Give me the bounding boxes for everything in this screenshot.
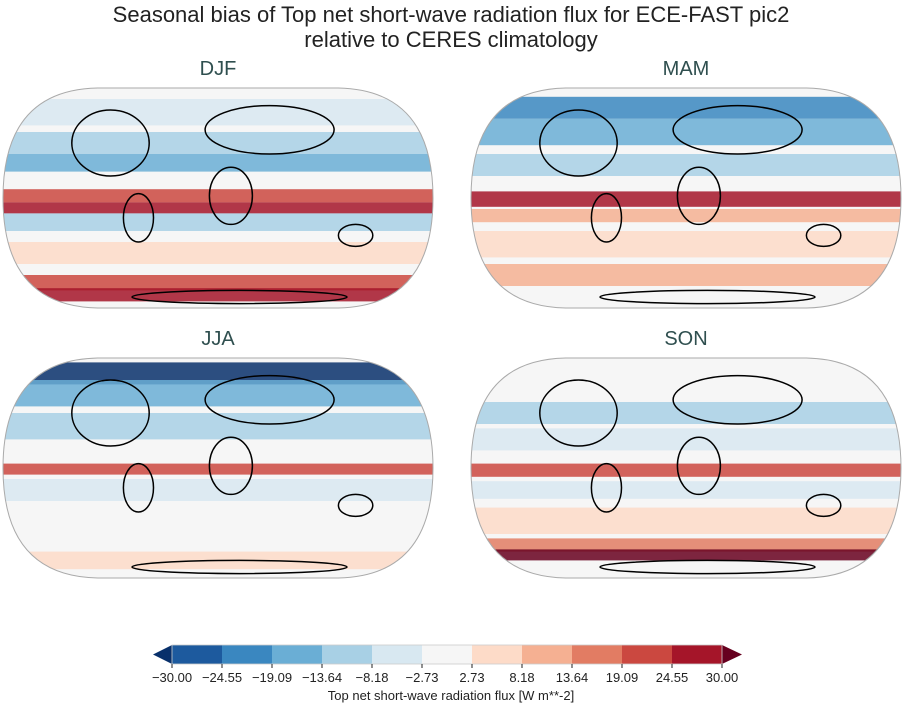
bias-band: [3, 362, 433, 385]
coastline: [122, 462, 155, 513]
colorbar-bin: [272, 645, 323, 664]
map-border: [470, 357, 902, 579]
map-border: [2, 87, 434, 309]
colorbar-tick-label: −2.73: [405, 670, 439, 685]
panel-title-mam: MAM: [662, 58, 710, 80]
map-border: [2, 357, 434, 579]
colorbar-bin: [672, 645, 723, 664]
coastline: [539, 109, 618, 177]
coastline: [71, 109, 150, 177]
colorbar-tick-label: 19.09: [605, 670, 639, 685]
bias-band: [3, 154, 433, 172]
colorbar-bin: [322, 645, 373, 664]
coastline: [672, 104, 803, 155]
bias-band: [3, 189, 433, 203]
colorbar-under-triangle: [153, 645, 172, 664]
coastline: [71, 379, 150, 447]
coastline: [204, 104, 335, 155]
coastline: [676, 436, 722, 496]
colorbar-bin: [222, 645, 273, 664]
bias-band: [471, 428, 901, 451]
colorbar-tick-label: 8.18: [509, 670, 535, 685]
colorbar-bin: [572, 645, 623, 664]
colorbar-tick-label: 30.00: [705, 670, 739, 685]
coastline: [599, 289, 816, 305]
bias-band: [471, 96, 901, 119]
figure-title-line1: Seasonal bias of Top net short-wave radi…: [112, 2, 790, 27]
bias-band: [471, 286, 901, 304]
bias-band: [471, 264, 901, 286]
panel-title-jja: JJA: [201, 328, 235, 350]
bias-band: [3, 380, 433, 407]
bias-band: [471, 209, 901, 223]
colorbar-bin: [522, 645, 573, 664]
colorbar-tick-label: −8.18: [355, 670, 389, 685]
colorbar-bin: [422, 645, 473, 664]
colorbar-tick-label: −24.55: [201, 670, 243, 685]
bias-band: [3, 512, 433, 545]
colorbar-over-triangle: [722, 645, 742, 664]
bias-band: [471, 118, 901, 146]
map-jja: [3, 358, 433, 578]
coastline: [337, 223, 374, 248]
bias-band: [3, 242, 433, 264]
coastline: [337, 493, 374, 518]
bias-band: [3, 463, 433, 475]
bias-band: [471, 507, 901, 534]
bias-band: [471, 538, 901, 552]
coastline: [131, 289, 348, 305]
bias-band: [471, 191, 901, 207]
map-border: [470, 87, 902, 309]
coastline: [539, 379, 618, 447]
coastline: [805, 223, 842, 248]
colorbar-tick-label: −30.00: [151, 670, 193, 685]
bias-band: [3, 413, 433, 440]
coastline: [208, 436, 254, 496]
colorbar-label: Top net short-wave radiation flux [W m**…: [327, 688, 575, 703]
coastline: [672, 374, 803, 425]
bias-band: [3, 202, 433, 214]
bias-band: [471, 402, 901, 424]
bias-band: [3, 275, 433, 291]
coastline: [590, 192, 623, 243]
bias-band: [3, 446, 433, 460]
map-mam: [471, 88, 901, 308]
coastline: [805, 493, 842, 518]
bias-band: [3, 213, 433, 231]
panel-title-djf: DJF: [199, 58, 237, 80]
figure-title-line2: relative to CERES climatology: [304, 27, 598, 52]
bias-band: [471, 369, 901, 396]
bias-band: [3, 99, 433, 126]
colorbar-tick-label: −13.64: [301, 670, 343, 685]
bias-band: [3, 132, 433, 154]
panel-title-son: SON: [664, 328, 708, 350]
map-son: [471, 358, 901, 578]
bias-band: [471, 231, 901, 258]
bias-band: [471, 463, 901, 477]
colorbar-tick-label: 2.73: [459, 670, 485, 685]
coastline: [122, 192, 155, 243]
colorbar-tick-label: 13.64: [555, 670, 589, 685]
bias-band: [471, 549, 901, 561]
coastline: [204, 374, 335, 425]
colorbar-tick-label: −19.09: [251, 670, 293, 685]
bias-band: [3, 288, 433, 302]
colorbar-bin: [372, 645, 423, 664]
coastline: [599, 559, 816, 575]
coastline: [590, 462, 623, 513]
colorbar-outline: [171, 644, 723, 665]
coastline: [676, 166, 722, 226]
bias-band: [471, 154, 901, 176]
bias-band: [3, 479, 433, 501]
colorbar-bin: [472, 645, 523, 664]
coastline: [131, 559, 348, 575]
colorbar-bin: [172, 645, 223, 664]
colorbar-bin: [622, 645, 673, 664]
colorbar-tick-label: 24.55: [655, 670, 689, 685]
coastline: [208, 166, 254, 226]
map-djf: [3, 88, 433, 308]
bias-band: [471, 481, 901, 499]
